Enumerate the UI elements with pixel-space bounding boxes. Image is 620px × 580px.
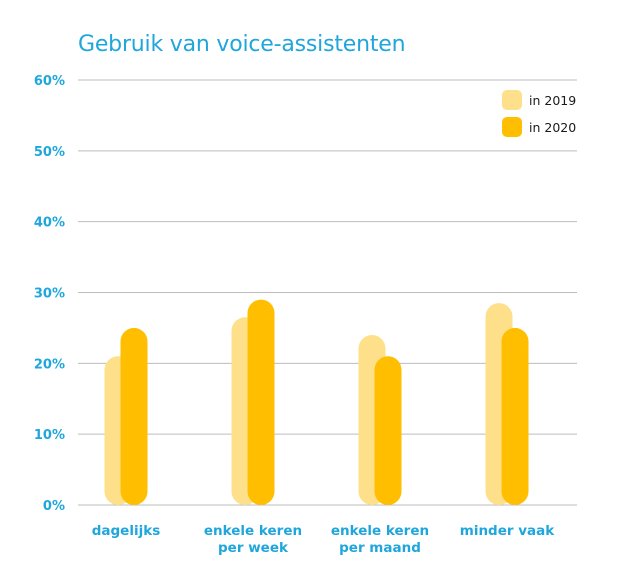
y-tick-label: 0% [43,499,65,514]
legend-label: in 2020 [529,120,576,135]
bar-2020 [120,327,148,505]
bar-2020 [374,356,402,505]
legend-swatch [502,90,522,110]
y-tick-label: 20% [34,357,65,372]
y-tick-label: 50% [34,145,65,160]
x-tick-label: enkele keren per maand [331,523,429,556]
legend-label: in 2019 [529,93,576,108]
gridlines [78,79,577,506]
x-axis-ticks: dagelijks enkele keren per week enkele kere… [92,523,556,556]
y-axis-ticks: 0% 10% 20% 30% 40% 50% 60% [34,74,65,514]
bar-2020 [501,327,529,505]
legend: in 2019 in 2020 [502,90,576,137]
x-tick-label: enkele keren per week [204,523,302,556]
x-tick-label: minder vaak [460,523,556,539]
chart-title: Gebruik van voice-assistenten [78,32,406,57]
y-tick-label: 60% [34,74,65,89]
bar-2020 [247,299,275,505]
y-tick-label: 40% [34,216,65,231]
bars [104,299,529,505]
y-tick-label: 10% [34,428,65,443]
legend-swatch [502,117,522,137]
y-tick-label: 30% [34,287,65,302]
x-tick-label: dagelijks [92,523,161,539]
